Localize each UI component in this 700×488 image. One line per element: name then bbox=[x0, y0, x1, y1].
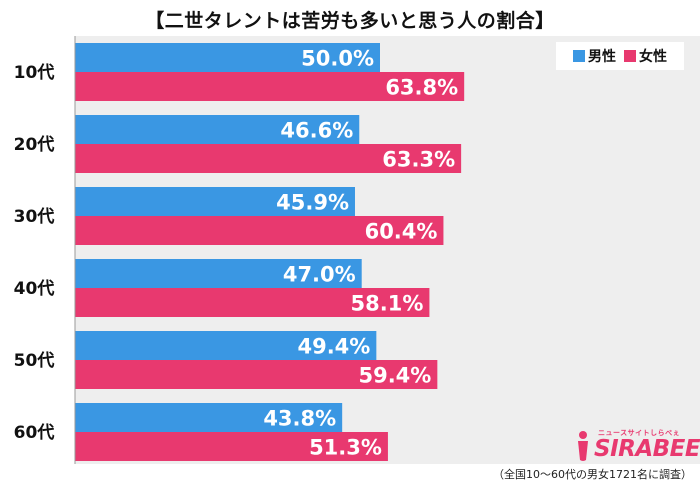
bar-female bbox=[75, 360, 438, 389]
data-label: 49.4% bbox=[297, 335, 370, 359]
legend-item-male: 男性 bbox=[573, 46, 616, 66]
data-label: 43.8% bbox=[263, 407, 336, 431]
bar-male bbox=[75, 43, 380, 72]
data-label: 59.4% bbox=[358, 364, 431, 388]
legend-swatch-female bbox=[624, 50, 636, 62]
logo-text: SIRABEE bbox=[594, 436, 700, 462]
sirabee-logo: ニュースサイトしらべぇ SIRABEE bbox=[574, 428, 700, 464]
bar-male bbox=[75, 115, 360, 144]
bar-male bbox=[75, 187, 355, 216]
bar-female bbox=[75, 72, 465, 101]
category-label: 60代 bbox=[14, 422, 55, 443]
logo-i-icon bbox=[578, 431, 588, 461]
data-label: 51.3% bbox=[309, 436, 382, 460]
bar-female bbox=[75, 144, 462, 173]
category-label: 40代 bbox=[14, 278, 55, 299]
bar-female bbox=[75, 432, 388, 461]
legend-item-female: 女性 bbox=[624, 46, 667, 66]
legend-label-female: 女性 bbox=[639, 49, 667, 65]
legend-swatch-male bbox=[573, 50, 585, 62]
data-label: 60.4% bbox=[365, 220, 438, 244]
plot-area bbox=[75, 36, 700, 464]
data-label: 58.1% bbox=[351, 292, 424, 316]
category-label: 20代 bbox=[14, 134, 55, 155]
data-label: 50.0% bbox=[301, 47, 374, 71]
chart-title: 【二世タレントは苦労も多いと思う人の割合】 bbox=[145, 10, 555, 32]
legend: 男性 女性 bbox=[556, 42, 684, 70]
bar-male bbox=[75, 403, 343, 432]
category-label: 10代 bbox=[14, 62, 55, 83]
footnote: （全国10〜60代の男女1721名に調査） bbox=[493, 468, 692, 481]
bar-male bbox=[75, 331, 377, 360]
bar-female bbox=[75, 288, 430, 317]
bar-female bbox=[75, 216, 444, 245]
data-label: 63.3% bbox=[382, 148, 455, 172]
logo-subtext: ニュースサイトしらべぇ bbox=[598, 429, 681, 437]
bar-male bbox=[75, 259, 362, 288]
category-label: 30代 bbox=[14, 206, 55, 227]
data-label: 45.9% bbox=[276, 191, 349, 215]
data-label: 47.0% bbox=[283, 263, 356, 287]
category-label: 50代 bbox=[14, 350, 55, 371]
data-label: 46.6% bbox=[280, 119, 353, 143]
legend-label-male: 男性 bbox=[588, 49, 616, 65]
data-label: 63.8% bbox=[385, 76, 458, 100]
